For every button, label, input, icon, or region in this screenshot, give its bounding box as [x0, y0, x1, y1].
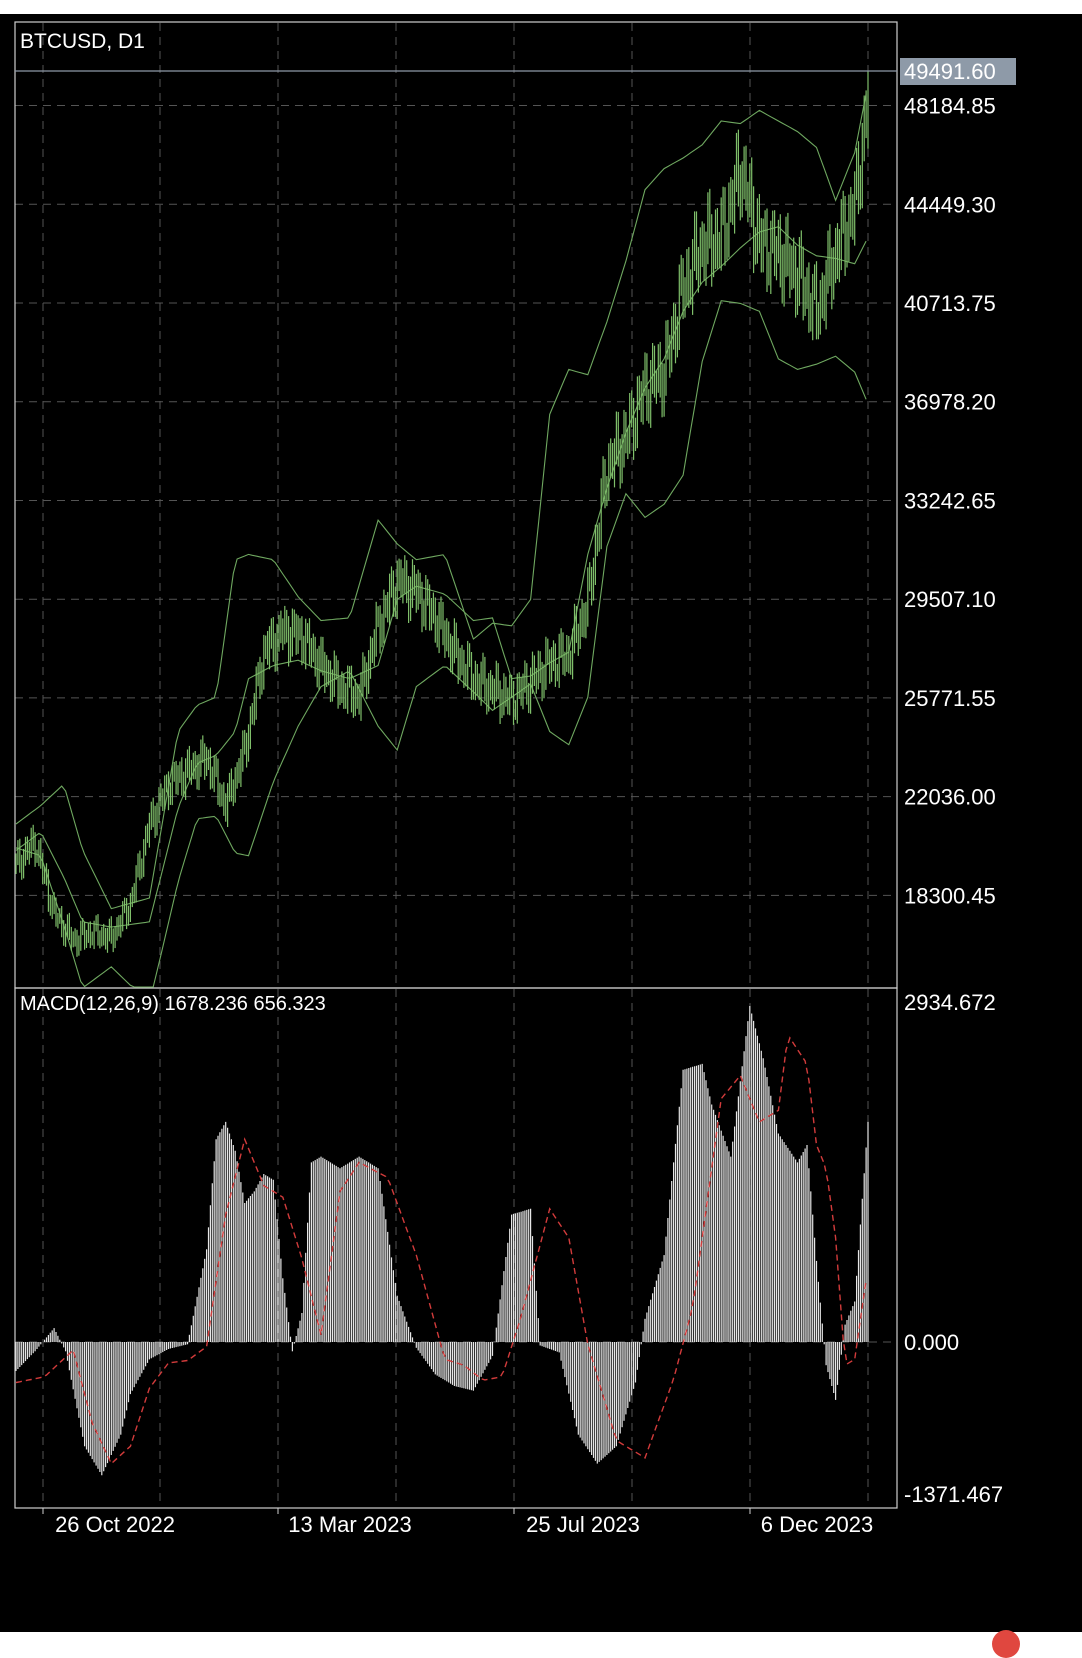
signal-line	[15, 1036, 867, 1465]
current-price-tag	[900, 58, 1016, 85]
macd-tick-label: -1371.467	[904, 1482, 1003, 1507]
price-chart-title: BTCUSD, D1	[20, 30, 145, 53]
band-middle	[15, 226, 867, 928]
price-tick-label: 22036.00	[904, 785, 996, 810]
price-tick-label: 40713.75	[904, 291, 996, 316]
date-tick-label: 25 Jul 2023	[526, 1512, 640, 1537]
price-tick-label: 44449.30	[904, 192, 996, 217]
date-tick-label: 6 Dec 2023	[761, 1512, 874, 1537]
band-lower	[15, 300, 867, 988]
price-panel[interactable]	[14, 21, 898, 989]
macd-panel[interactable]	[14, 987, 898, 1509]
price-candles	[15, 70, 869, 957]
chart-canvas[interactable]: 49491.60 BTCUSD, D1 MACD(12,26,9) 1678.2…	[0, 14, 1082, 1632]
notification-badge[interactable]	[992, 1630, 1020, 1658]
chart-window[interactable]: 49491.60 BTCUSD, D1 MACD(12,26,9) 1678.2…	[0, 14, 1082, 1632]
macd-tick-label: 2934.672	[904, 990, 996, 1015]
price-tick-label: 48184.85	[904, 94, 996, 119]
price-y-axis: 48184.85 44449.30 40713.75 36978.20 33242.65…	[904, 94, 996, 909]
current-price-label: 49491.60	[904, 59, 996, 84]
date-tick-label: 26 Oct 2022	[55, 1512, 175, 1537]
price-tick-label: 25771.55	[904, 686, 996, 711]
price-tick-label: 29507.10	[904, 587, 996, 612]
macd-y-axis: 2934.672 0.000 -1371.467	[904, 990, 1003, 1507]
price-tick-label: 18300.45	[904, 883, 996, 908]
date-tick-label: 13 Mar 2023	[288, 1512, 412, 1537]
price-tick-label: 33242.65	[904, 489, 996, 514]
macd-title: MACD(12,26,9) 1678.236 656.323	[20, 993, 326, 1015]
macd-histogram	[15, 1006, 869, 1476]
time-x-axis: 26 Oct 2022 13 Mar 2023 25 Jul 2023 6 Dec 2…	[42, 1508, 874, 1537]
macd-tick-label: 0.000	[904, 1330, 959, 1355]
price-tick-label: 36978.20	[904, 390, 996, 415]
bollinger-bands	[15, 93, 867, 988]
macd-signal-line	[15, 1036, 867, 1465]
band-upper	[15, 93, 867, 910]
